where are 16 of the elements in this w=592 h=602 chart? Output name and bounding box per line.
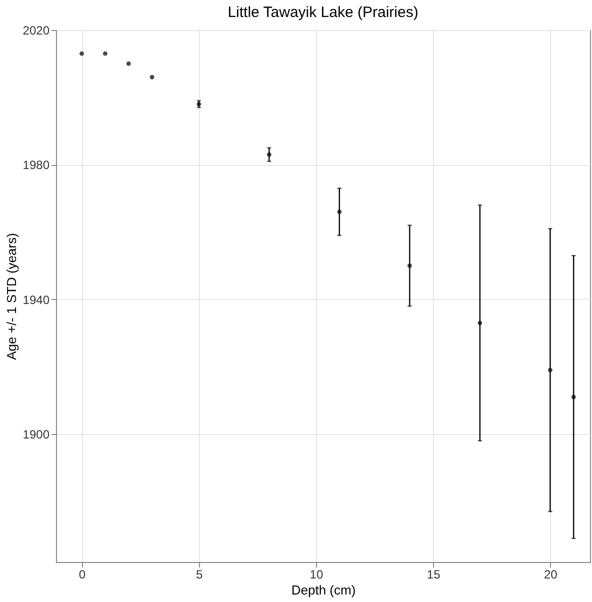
x-tick-label: 10: [310, 568, 324, 582]
y-tick-label: 1900: [22, 428, 50, 442]
point: [126, 61, 131, 66]
x-tick-label: 0: [78, 568, 86, 582]
x-tick-label: 15: [426, 568, 441, 582]
y-axis-title: Age +/- 1 STD (years): [4, 233, 19, 360]
chart-title: Little Tawayik Lake (Prairies): [228, 4, 418, 21]
point: [102, 51, 108, 56]
y-tick-label: 1980: [22, 158, 50, 172]
y-tick-label: 1940: [22, 292, 50, 307]
x-tick-label: 20: [544, 568, 558, 582]
point: [150, 74, 154, 80]
y-tick-label: 2020: [22, 24, 50, 38]
point: [80, 51, 84, 56]
x-tick-label: 5: [196, 568, 204, 582]
x-axis-title: Depth (cm): [291, 582, 356, 598]
